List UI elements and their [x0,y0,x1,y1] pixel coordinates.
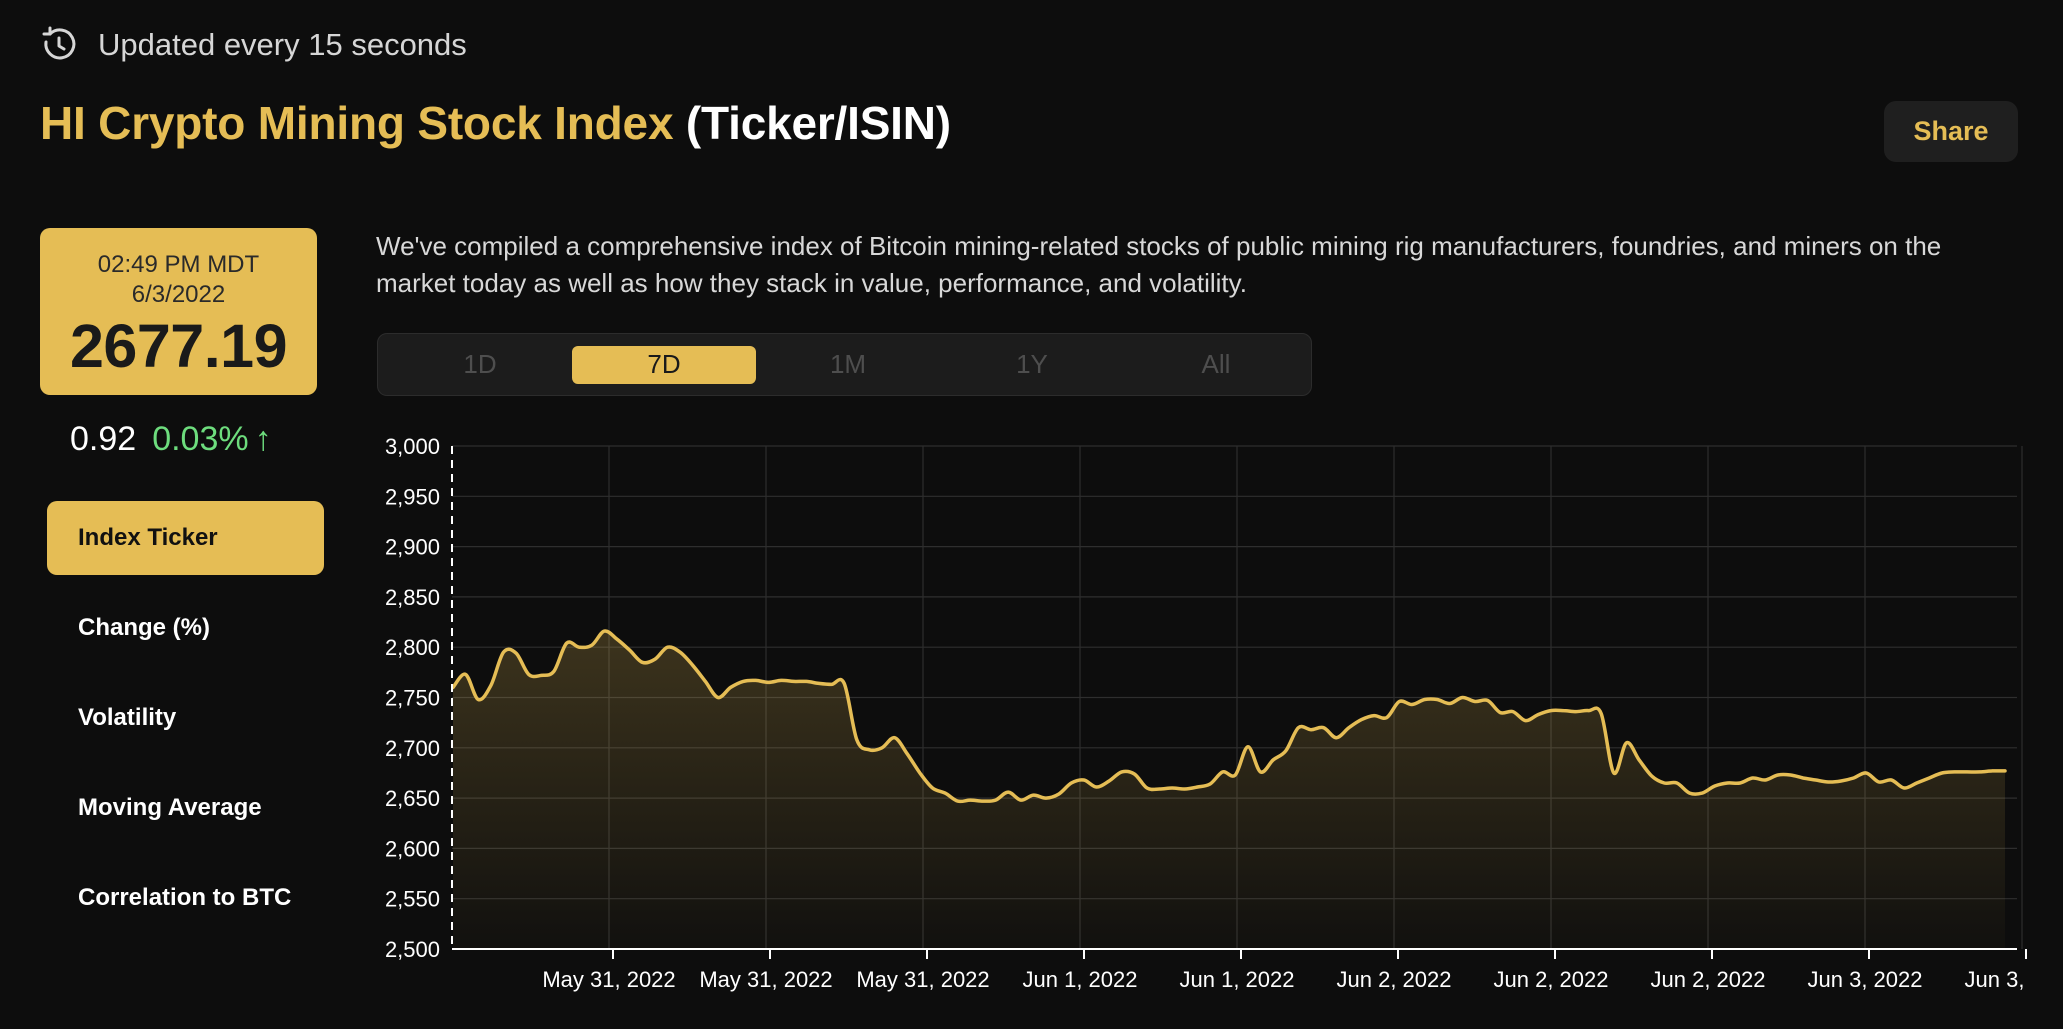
tab-1y[interactable]: 1Y [1016,349,1048,379]
x-tick-label: Jun 1, 2022 [1180,967,1295,992]
y-tick-label: 2,700 [385,736,440,761]
y-tick-label: 2,900 [385,535,440,560]
nav-item-correlation-btc[interactable]: Correlation to BTC [78,884,292,911]
chart-axes [451,446,2027,959]
price-date: 6/3/2022 [131,281,226,308]
x-tick-label: Jun 2, 2022 [1494,967,1609,992]
index-price-chart: 3,000 2,950 2,900 2,850 2,800 2,750 2,700 2,650… [385,434,2030,992]
x-tick-label: May 31, 2022 [699,967,832,992]
tab-7d[interactable]: 7D [572,345,756,384]
tab-1m[interactable]: 1M [829,349,867,379]
nav-item-moving-average[interactable]: Moving Average [78,794,262,821]
tab-all[interactable]: All [1201,349,1231,379]
y-tick-label: 2,500 [385,937,440,962]
y-tick-label: 2,750 [385,686,440,711]
index-description: We've compiled a comprehensive index of … [376,231,1942,298]
y-tick-label: 2,650 [385,786,440,811]
change-percent-group: 0.03% ↑ [152,420,271,459]
y-tick-label: 2,550 [385,887,440,912]
index-name: HI Crypto Mining Stock Index [40,97,674,149]
y-tick-label: 2,800 [385,635,440,660]
y-tick-label: 2,600 [385,836,440,861]
y-tick-label: 3,000 [385,434,440,459]
x-tick-label: May 31, 2022 [856,967,989,992]
page-title: HI Crypto Mining Stock Index (Ticker/ISI… [40,96,951,150]
change-absolute: 0.92 [70,420,137,458]
ticker-label: (Ticker/ISIN) [685,97,951,149]
refresh-clock-icon [40,26,78,64]
price-change: 0.92 0.03% ↑ [70,420,272,459]
x-tick-label: May 31, 2022 [542,967,675,992]
metric-nav: Index Ticker Change (%) Volatility Movin… [47,501,324,951]
price-value: 2677.19 [70,312,288,380]
x-tick-label: Jun 1, 2022 [1023,967,1138,992]
share-button[interactable]: Share [1884,101,2018,162]
price-time: 02:49 PM MDT [97,251,260,278]
x-tick-label: Jun 2, 2022 [1337,967,1452,992]
tab-1d[interactable]: 1D [463,349,497,379]
x-tick-label: Jun 3, 2022 [1808,967,1923,992]
arrow-up-icon: ↑ [254,420,272,458]
y-axis-ticks: 3,000 2,950 2,900 2,850 2,800 2,750 2,700 2,650… [385,434,440,962]
price-line [451,629,2007,804]
current-price-card: 02:49 PM MDT 6/3/2022 2677.19 [40,228,317,395]
nav-item-change-percent[interactable]: Change (%) [78,614,210,641]
nav-item-volatility[interactable]: Volatility [78,704,177,731]
update-indicator: Updated every 15 seconds [40,26,467,64]
x-axis-ticks: May 31, 2022 May 31, 2022 May 31, 2022 Jun … [542,967,2030,992]
update-frequency-text: Updated every 15 seconds [98,27,467,62]
range-selector: 1D 7D 1M 1Y All [377,333,1312,396]
y-tick-label: 2,950 [385,484,440,509]
nav-item-index-ticker[interactable]: Index Ticker [47,501,324,575]
price-area [453,630,2005,949]
x-tick-label: Jun 3, 2022 [1965,967,2030,992]
x-tick-label: Jun 2, 2022 [1651,967,1766,992]
y-tick-label: 2,850 [385,585,440,610]
change-percent: 0.03% [152,420,249,458]
